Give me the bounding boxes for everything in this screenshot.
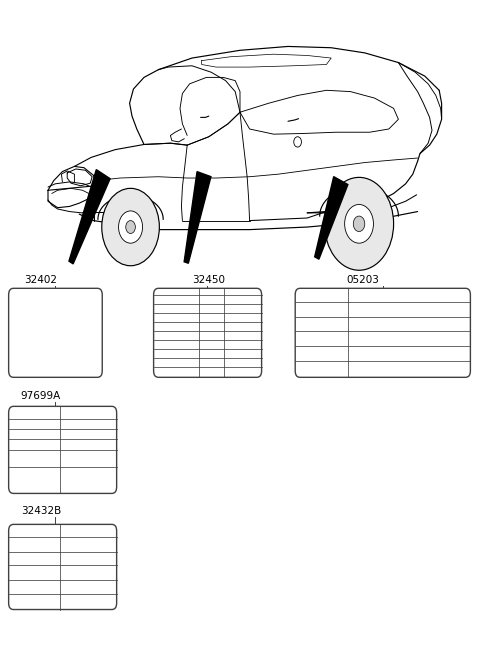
Text: 05203: 05203 <box>346 275 379 285</box>
FancyBboxPatch shape <box>9 288 102 377</box>
FancyBboxPatch shape <box>9 524 117 610</box>
Polygon shape <box>184 172 211 263</box>
FancyBboxPatch shape <box>154 288 262 377</box>
Polygon shape <box>315 177 348 259</box>
Circle shape <box>345 204 373 243</box>
Circle shape <box>126 221 135 233</box>
Text: 32432B: 32432B <box>21 506 61 516</box>
Text: 32450: 32450 <box>192 275 225 285</box>
Text: 97699A: 97699A <box>21 391 61 401</box>
Text: 32402: 32402 <box>24 275 57 285</box>
Circle shape <box>294 137 301 147</box>
Circle shape <box>324 177 394 270</box>
Circle shape <box>119 211 143 243</box>
FancyBboxPatch shape <box>295 288 470 377</box>
Polygon shape <box>69 170 110 264</box>
FancyBboxPatch shape <box>9 406 117 493</box>
Circle shape <box>102 188 159 266</box>
Circle shape <box>353 216 365 232</box>
